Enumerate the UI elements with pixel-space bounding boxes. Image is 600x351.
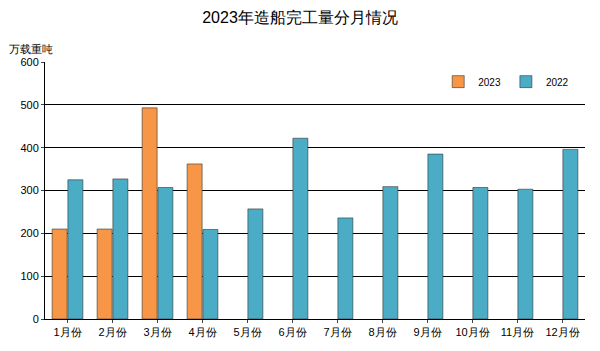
svg-text:2023年造船完工量分月情况: 2023年造船完工量分月情况: [202, 9, 398, 26]
svg-text:万载重吨: 万载重吨: [9, 43, 53, 55]
svg-text:11月份: 11月份: [501, 326, 534, 338]
svg-text:1月份: 1月份: [53, 326, 81, 338]
svg-text:9月份: 9月份: [413, 326, 441, 338]
svg-text:12月份: 12月份: [545, 326, 579, 338]
svg-text:7月份: 7月份: [323, 326, 351, 338]
svg-text:6月份: 6月份: [278, 326, 306, 338]
svg-text:4月份: 4月份: [188, 326, 216, 338]
svg-text:100: 100: [20, 270, 38, 282]
svg-text:600: 600: [20, 56, 38, 68]
svg-text:10月份: 10月份: [455, 326, 489, 338]
svg-text:500: 500: [20, 99, 38, 111]
svg-text:2月份: 2月份: [98, 326, 126, 338]
svg-text:3月份: 3月份: [143, 326, 171, 338]
svg-text:2022: 2022: [546, 77, 569, 88]
svg-text:8月份: 8月份: [368, 326, 396, 338]
svg-text:300: 300: [20, 184, 38, 196]
svg-text:400: 400: [20, 142, 38, 154]
svg-text:2023: 2023: [478, 77, 501, 88]
svg-text:200: 200: [20, 227, 38, 239]
svg-text:0: 0: [33, 313, 39, 325]
svg-text:5月份: 5月份: [233, 326, 261, 338]
